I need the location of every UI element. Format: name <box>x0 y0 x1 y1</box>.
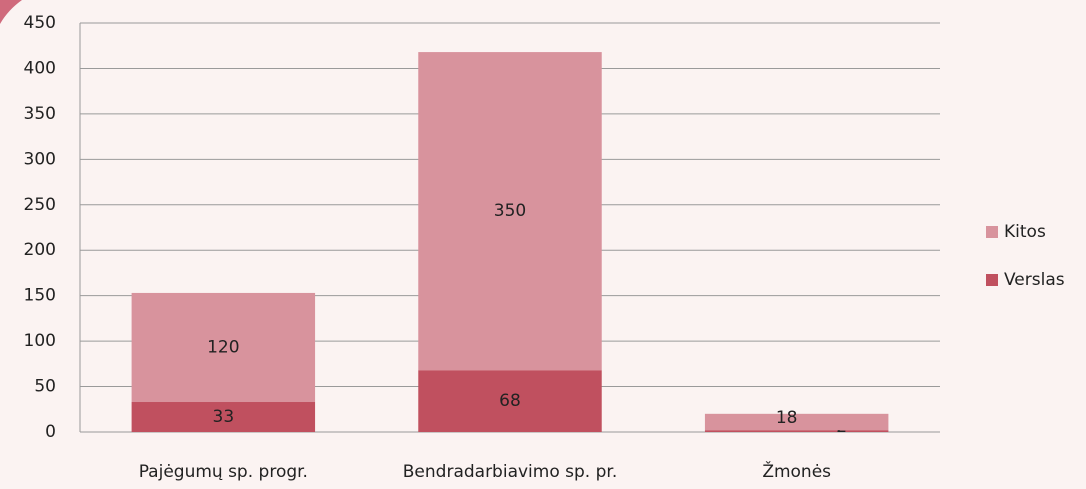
y-tick-label: 350 <box>24 104 56 124</box>
x-tick-label: Žmonės <box>762 460 831 482</box>
y-tick-label: 50 <box>34 377 56 397</box>
x-tick-label: Bendradarbiavimo sp. pr. <box>403 462 617 482</box>
data-label: 18 <box>776 408 798 428</box>
bar-segment <box>418 52 602 371</box>
y-tick-label: 250 <box>24 195 56 215</box>
bar-segment <box>131 292 316 403</box>
legend-label: Kitos <box>1004 222 1046 242</box>
y-tick-label: 0 <box>45 422 56 442</box>
bar-segment <box>131 402 316 432</box>
bar-segment <box>704 430 889 432</box>
legend-label: Verslas <box>1004 270 1065 290</box>
y-tick-label: 300 <box>24 149 56 169</box>
bar-segment <box>704 413 889 431</box>
legend-swatch <box>986 226 998 238</box>
data-label: 33 <box>213 407 235 427</box>
data-label: 350 <box>494 201 526 221</box>
y-tick-label: 200 <box>24 240 56 260</box>
y-tick-label: 100 <box>24 331 56 351</box>
y-tick-label: 400 <box>24 58 56 78</box>
corner-decoration <box>0 0 22 24</box>
legend-swatch <box>986 274 998 286</box>
data-label: 68 <box>499 391 521 411</box>
bar-segment <box>418 370 602 432</box>
x-tick-label: Pajėgumų sp. progr. <box>139 462 308 482</box>
data-label: 120 <box>207 337 239 357</box>
y-tick-label: 450 <box>24 13 56 33</box>
y-tick-label: 150 <box>24 286 56 306</box>
